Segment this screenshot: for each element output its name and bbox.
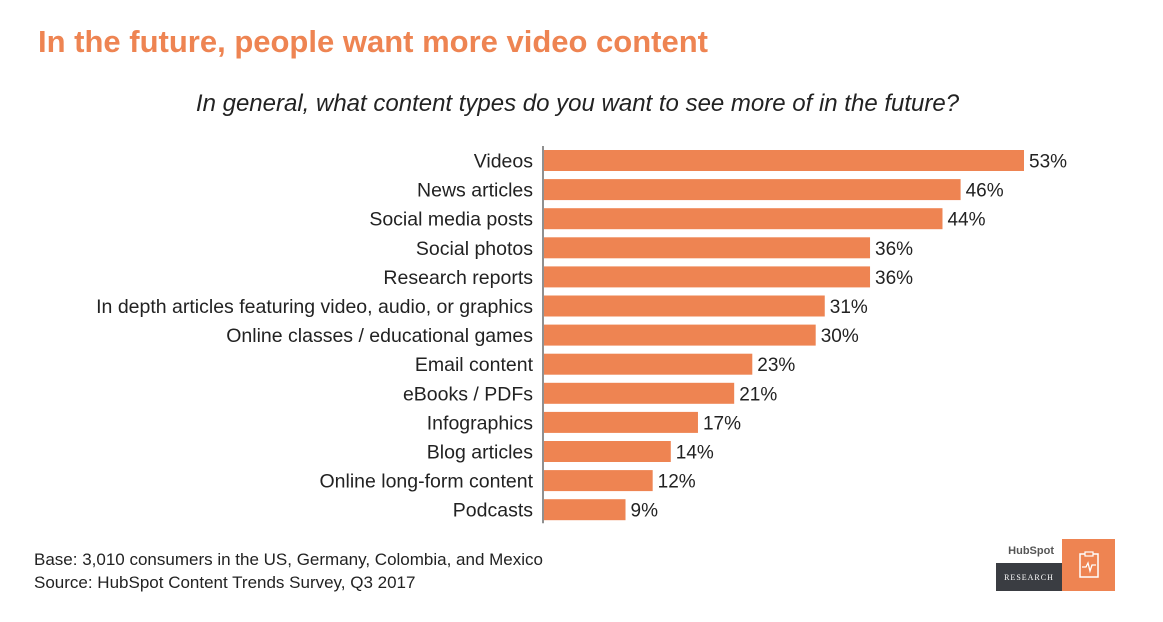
- category-label: Online long-form content: [319, 471, 533, 493]
- bar-chart: Videos 53% News articles 46% Social media po…: [96, 146, 1067, 524]
- category-label: Online classes / educational games: [226, 325, 533, 347]
- data-label: 12%: [658, 472, 696, 493]
- bar: [544, 150, 1024, 171]
- data-label: 14%: [676, 443, 714, 464]
- bar: [544, 266, 871, 288]
- page-title: In the future, people want more video co…: [38, 24, 708, 59]
- category-label: Research reports: [383, 267, 533, 289]
- hubspot-research-badge: HubSpot RESEARCH: [996, 539, 1115, 591]
- data-label: 53%: [1029, 152, 1067, 173]
- data-label: 30%: [821, 326, 859, 347]
- data-label: 9%: [631, 501, 659, 522]
- data-label: 46%: [966, 181, 1004, 202]
- category-label: Videos: [474, 151, 534, 173]
- data-label: 17%: [703, 413, 741, 434]
- bar: [544, 382, 735, 404]
- bar: [544, 353, 753, 375]
- source-note: Source: HubSpot Content Trends Survey, Q…: [34, 573, 416, 592]
- bar: [544, 470, 653, 492]
- base-note: Base: 3,010 consumers in the US, Germany…: [34, 550, 543, 569]
- category-label: In depth articles featuring video, audio…: [96, 296, 533, 318]
- chart-question-text: In general, what content types do you wa…: [195, 90, 960, 117]
- research-label: RESEARCH: [996, 563, 1062, 591]
- data-label: 31%: [830, 297, 868, 318]
- hubspot-logo: HubSpot: [996, 539, 1062, 563]
- chart-question: In general, what content types do you wa…: [0, 90, 1163, 118]
- category-label: Blog articles: [427, 442, 533, 464]
- bar: [544, 411, 698, 433]
- hubspot-logo-text: HubSpot: [1008, 545, 1054, 557]
- data-label: 23%: [757, 355, 795, 376]
- category-label: eBooks / PDFs: [403, 383, 533, 405]
- bar: [544, 499, 626, 521]
- data-label: 36%: [875, 268, 913, 289]
- category-label: Social media posts: [369, 209, 533, 231]
- category-label: Social photos: [416, 238, 533, 260]
- chart-footer: Base: 3,010 consumers in the US, Germany…: [34, 548, 543, 594]
- category-label: Email content: [415, 354, 534, 376]
- bar: [544, 208, 943, 230]
- category-label: Podcasts: [453, 500, 533, 522]
- bar: [544, 295, 825, 317]
- bar: [544, 324, 816, 346]
- clipboard-pulse-icon: [1062, 539, 1115, 591]
- bar: [544, 237, 871, 259]
- bar: [544, 179, 961, 201]
- data-label: 21%: [739, 384, 777, 405]
- category-label: Infographics: [427, 412, 533, 434]
- category-label: News articles: [417, 180, 533, 202]
- bar: [544, 441, 671, 462]
- data-label: 44%: [947, 210, 985, 231]
- data-label: 36%: [875, 239, 913, 260]
